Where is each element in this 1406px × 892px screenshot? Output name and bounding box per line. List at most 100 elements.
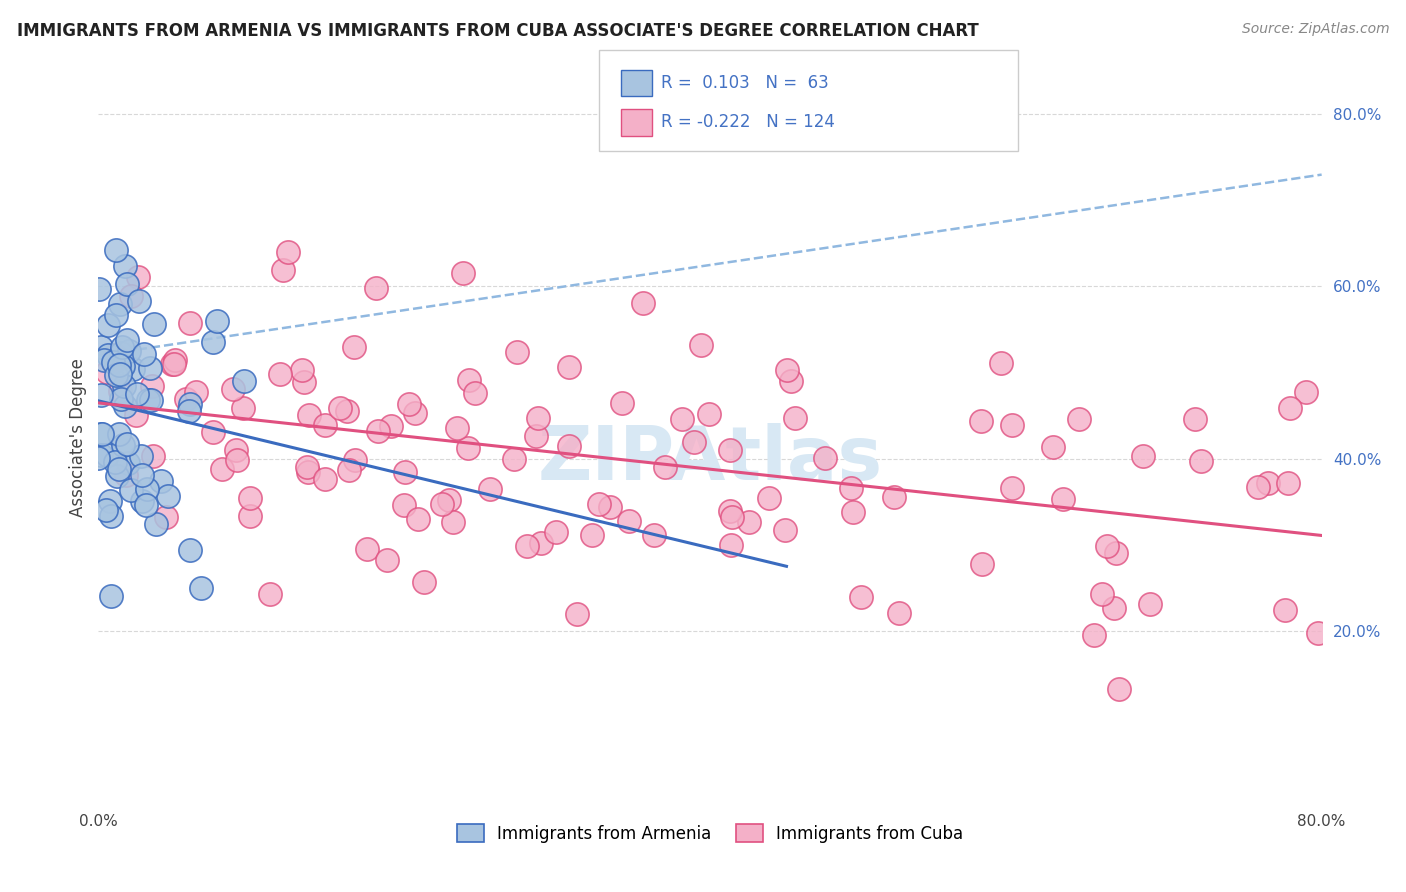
Point xyxy=(1184,412,1206,426)
Point xyxy=(125,408,148,422)
Point xyxy=(114,399,136,413)
Point xyxy=(1091,587,1114,601)
Point xyxy=(120,483,142,497)
Point xyxy=(1295,385,1317,400)
Text: ZIPAtlas: ZIPAtlas xyxy=(537,423,883,496)
Point xyxy=(107,351,129,366)
Point xyxy=(96,448,118,462)
Point xyxy=(315,417,337,432)
Point xyxy=(239,491,262,506)
Point xyxy=(131,493,153,508)
Point xyxy=(671,412,693,426)
Point xyxy=(110,345,132,359)
Point xyxy=(464,385,486,400)
Point xyxy=(505,345,527,359)
Point xyxy=(269,367,291,381)
Point xyxy=(91,427,114,442)
Point xyxy=(90,448,112,462)
Point xyxy=(132,347,155,361)
Point xyxy=(690,337,713,351)
Point xyxy=(110,392,132,406)
Point xyxy=(128,294,150,309)
Point xyxy=(93,353,115,368)
Point xyxy=(174,392,197,406)
Point xyxy=(446,421,468,435)
Point xyxy=(558,439,581,453)
Point xyxy=(87,450,110,465)
Point xyxy=(394,465,416,479)
Point xyxy=(90,426,112,441)
Point xyxy=(430,497,453,511)
Text: R =  0.103   N =  63: R = 0.103 N = 63 xyxy=(661,74,828,92)
Point xyxy=(139,361,162,376)
Point xyxy=(100,509,122,524)
Point xyxy=(225,443,247,458)
Point xyxy=(457,373,479,387)
Point xyxy=(239,509,262,524)
Point xyxy=(814,451,837,466)
Point xyxy=(105,308,128,322)
Point xyxy=(108,359,131,373)
Text: IMMIGRANTS FROM ARMENIA VS IMMIGRANTS FROM CUBA ASSOCIATE'S DEGREE CORRELATION C: IMMIGRANTS FROM ARMENIA VS IMMIGRANTS FR… xyxy=(17,22,979,40)
Point xyxy=(179,396,201,410)
Point xyxy=(441,515,464,529)
Point xyxy=(101,354,124,368)
Point xyxy=(226,452,249,467)
Point xyxy=(145,517,167,532)
Point xyxy=(526,429,548,443)
Point xyxy=(136,393,159,408)
Point xyxy=(163,357,186,371)
Point xyxy=(1052,491,1074,506)
Point xyxy=(125,387,148,401)
Point xyxy=(502,451,524,466)
Point xyxy=(156,489,179,503)
Point xyxy=(1257,475,1279,490)
Point xyxy=(413,574,436,589)
Point xyxy=(780,375,803,389)
Point xyxy=(398,397,420,411)
Point xyxy=(970,414,993,428)
Point xyxy=(141,378,163,392)
Point xyxy=(783,411,806,425)
Point xyxy=(720,538,742,552)
Point xyxy=(329,401,352,415)
Point xyxy=(451,266,474,280)
Point xyxy=(588,497,610,511)
Point xyxy=(115,333,138,347)
Point xyxy=(558,359,581,374)
Point xyxy=(1095,540,1118,554)
Point xyxy=(718,504,741,518)
Point xyxy=(127,270,149,285)
Y-axis label: Associate's Degree: Associate's Degree xyxy=(69,358,87,516)
Point xyxy=(129,449,152,463)
Point xyxy=(122,362,145,376)
Point xyxy=(97,318,120,332)
Point xyxy=(115,436,138,450)
Point xyxy=(143,317,166,331)
Point xyxy=(527,411,550,425)
Point xyxy=(142,449,165,463)
Point xyxy=(105,368,128,383)
Point xyxy=(232,401,254,416)
Point xyxy=(314,472,336,486)
Point xyxy=(364,281,387,295)
Point xyxy=(887,606,910,620)
Point xyxy=(190,582,212,596)
Point xyxy=(457,441,479,455)
Point xyxy=(337,463,360,477)
Point xyxy=(990,356,1012,370)
Point xyxy=(404,406,426,420)
Point xyxy=(277,244,299,259)
Point xyxy=(112,437,135,451)
Point xyxy=(165,352,187,367)
Point xyxy=(259,587,281,601)
Point xyxy=(883,490,905,504)
Point xyxy=(115,277,138,292)
Point xyxy=(135,498,157,512)
Point xyxy=(775,523,797,537)
Point xyxy=(1139,597,1161,611)
Point xyxy=(94,503,117,517)
Point xyxy=(1246,480,1268,494)
Point xyxy=(184,384,207,399)
Point xyxy=(292,375,315,389)
